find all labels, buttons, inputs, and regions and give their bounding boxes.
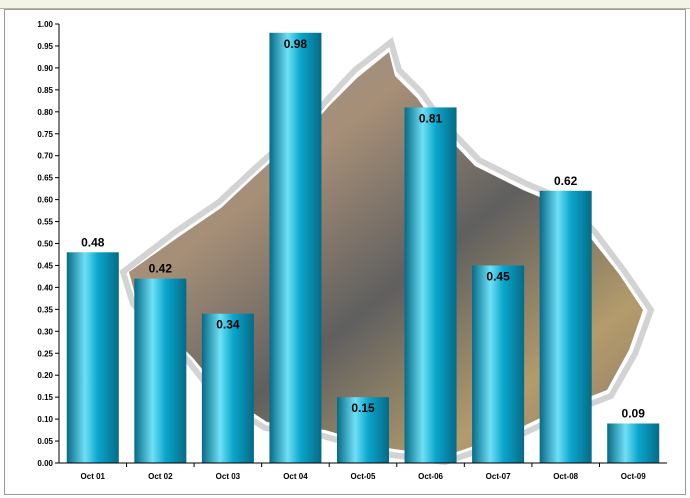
- y-tick-label: 0.10: [37, 415, 53, 424]
- x-tick-label: Oct-06: [418, 472, 443, 481]
- x-tick-label: Oct 04: [283, 472, 308, 481]
- x-tick-label: Oct 02: [148, 472, 173, 481]
- data-label: 0.62: [554, 174, 578, 188]
- bar: [539, 190, 592, 463]
- bar: [336, 397, 390, 463]
- y-tick-label: 0.70: [37, 152, 53, 161]
- x-tick-label: Oct-05: [351, 472, 376, 481]
- data-label: 0.09: [622, 406, 646, 420]
- y-tick-label: 0.80: [37, 108, 53, 117]
- y-tick-label: 0.30: [37, 327, 53, 336]
- y-tick-label: 0.90: [37, 64, 53, 73]
- y-tick-label: 0.15: [37, 393, 53, 402]
- y-tick-label: 0.65: [37, 174, 53, 183]
- data-label: 0.48: [81, 235, 105, 249]
- bar: [134, 278, 187, 463]
- data-label: 0.42: [149, 262, 173, 276]
- data-label: 0.45: [486, 269, 510, 283]
- x-tick-label: Oct 01: [81, 472, 106, 481]
- data-label: 0.81: [419, 111, 443, 125]
- y-tick-label: 0.00: [37, 459, 53, 468]
- bar: [201, 313, 254, 463]
- y-axis: 0.00 0.05 0.10 0.15 0.20 0.25 0.30 0.35 0.40 0.45…: [37, 20, 60, 468]
- bar: [607, 423, 660, 463]
- y-tick-label: 0.50: [37, 240, 53, 249]
- chart-frame: 0.00 0.05 0.10 0.15 0.20 0.25 0.30 0.35 0.40 0.45…: [4, 9, 686, 495]
- data-label: 0.15: [351, 401, 375, 415]
- y-tick-label: 0.75: [37, 130, 53, 139]
- bar: [472, 265, 525, 463]
- y-tick-label: 1.00: [37, 20, 53, 29]
- x-tick-label: Oct 03: [216, 472, 241, 481]
- x-tick-label: Oct-08: [553, 472, 578, 481]
- y-tick-label: 0.85: [37, 86, 53, 95]
- y-tick-label: 0.35: [37, 305, 53, 314]
- data-label: 0.98: [284, 37, 308, 51]
- y-tick-label: 0.20: [37, 371, 53, 380]
- x-tick-label: Oct-09: [621, 472, 646, 481]
- bar: [269, 32, 322, 463]
- y-tick-label: 0.95: [37, 42, 53, 51]
- bars: [66, 32, 660, 463]
- bar: [66, 252, 119, 463]
- data-labels: 0.48 0.42 0.34 0.98 0.15 0.81 0.45 0.62 0.09: [81, 37, 645, 421]
- bar: [404, 107, 457, 463]
- x-tick-label: Oct-07: [486, 472, 511, 481]
- bar-chart: 0.00 0.05 0.10 0.15 0.20 0.25 0.30 0.35 0.40 0.45…: [37, 20, 667, 481]
- x-axis: Oct 01 Oct 02 Oct 03 Oct 04 Oct-05 Oct-06 Oct-…: [59, 462, 667, 481]
- y-tick-label: 0.40: [37, 283, 53, 292]
- y-tick-label: 0.55: [37, 218, 53, 227]
- y-tick-label: 0.25: [37, 349, 53, 358]
- y-tick-label: 0.45: [37, 261, 53, 270]
- y-tick-label: 0.60: [37, 196, 53, 205]
- y-tick-label: 0.05: [37, 437, 53, 446]
- data-label: 0.34: [216, 318, 240, 332]
- title-strip: [0, 0, 690, 9]
